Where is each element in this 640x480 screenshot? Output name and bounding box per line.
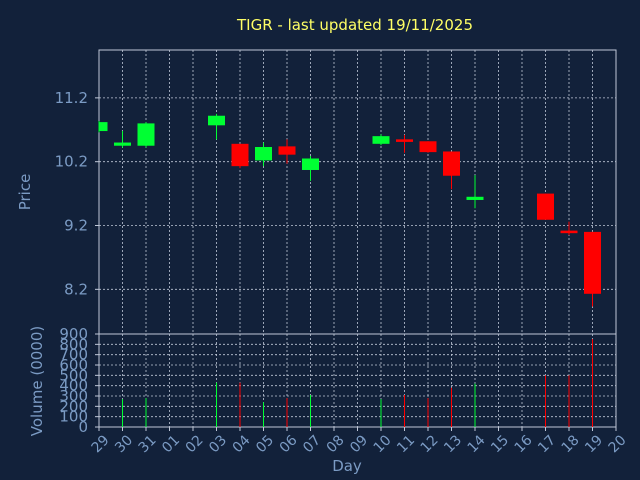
x-tick-label: 03: [206, 432, 230, 456]
volume-tick-label: 400: [59, 377, 88, 395]
x-tick-label: 10: [371, 432, 395, 456]
x-tick-label: 16: [512, 432, 536, 456]
volume-tick-label: 300: [59, 387, 88, 405]
candle-body: [584, 231, 601, 294]
price-tick-label: 11.2: [55, 89, 88, 107]
x-tick-label: 30: [112, 432, 136, 456]
volume-axis-label: Volume (0000): [28, 326, 46, 436]
volume-tick-label: 0: [78, 418, 88, 436]
candle-body: [137, 123, 155, 146]
candle-body: [396, 139, 413, 142]
volume-tick-label: 800: [59, 335, 88, 353]
volume-tick-label: 100: [59, 408, 88, 426]
chart-title: TIGR - last updated 19/11/2025: [236, 16, 473, 34]
price-tick-label: 10.2: [55, 153, 88, 171]
x-tick-label: 06: [277, 432, 301, 456]
x-tick-label: 09: [347, 432, 371, 456]
x-tick-label: 11: [394, 432, 418, 456]
volume-tick-label: 500: [59, 366, 88, 384]
x-tick-label: 14: [465, 432, 489, 456]
price-tick-label: 9.2: [64, 217, 88, 235]
candle-body: [560, 230, 578, 234]
volume-tick-label: 900: [59, 325, 88, 343]
x-axis-label: Day: [332, 457, 362, 475]
x-tick-label: 13: [441, 432, 465, 456]
volume-tick-label: 200: [59, 397, 88, 415]
candle-body: [99, 122, 108, 132]
volume-tick-label: 700: [59, 346, 88, 364]
candle-body: [466, 196, 484, 200]
candle-body: [114, 142, 131, 146]
price-axis-label: Price: [16, 174, 34, 211]
candle-body: [537, 193, 554, 220]
candle-body: [372, 136, 390, 144]
price-tick-label: 8.2: [64, 280, 88, 298]
x-tick-label: 17: [535, 432, 559, 456]
candle-body: [302, 158, 319, 170]
x-tick-label: 12: [418, 432, 442, 456]
x-tick-label: 08: [324, 432, 348, 456]
candle-body: [208, 115, 225, 126]
candle-body: [443, 151, 460, 176]
x-tick-label: 29: [89, 432, 113, 456]
x-tick-label: 20: [606, 432, 630, 456]
candle-body: [419, 141, 437, 153]
x-tick-label: 15: [488, 432, 512, 456]
candle-body: [231, 143, 249, 167]
x-tick-label: 18: [559, 432, 583, 456]
x-tick-label: 07: [300, 432, 324, 456]
volume-tick-label: 600: [59, 356, 88, 374]
x-tick-label: 02: [183, 432, 207, 456]
x-tick-label: 04: [230, 432, 254, 456]
x-tick-label: 31: [136, 432, 160, 456]
price-panel: 8.2 9.2 10.2 11.2: [55, 49, 617, 335]
x-tick-label: 19: [582, 432, 606, 456]
x-tick-label: 01: [159, 432, 183, 456]
candle-body: [255, 147, 272, 161]
x-tick-label: 05: [253, 432, 277, 456]
candle-body: [278, 146, 296, 155]
